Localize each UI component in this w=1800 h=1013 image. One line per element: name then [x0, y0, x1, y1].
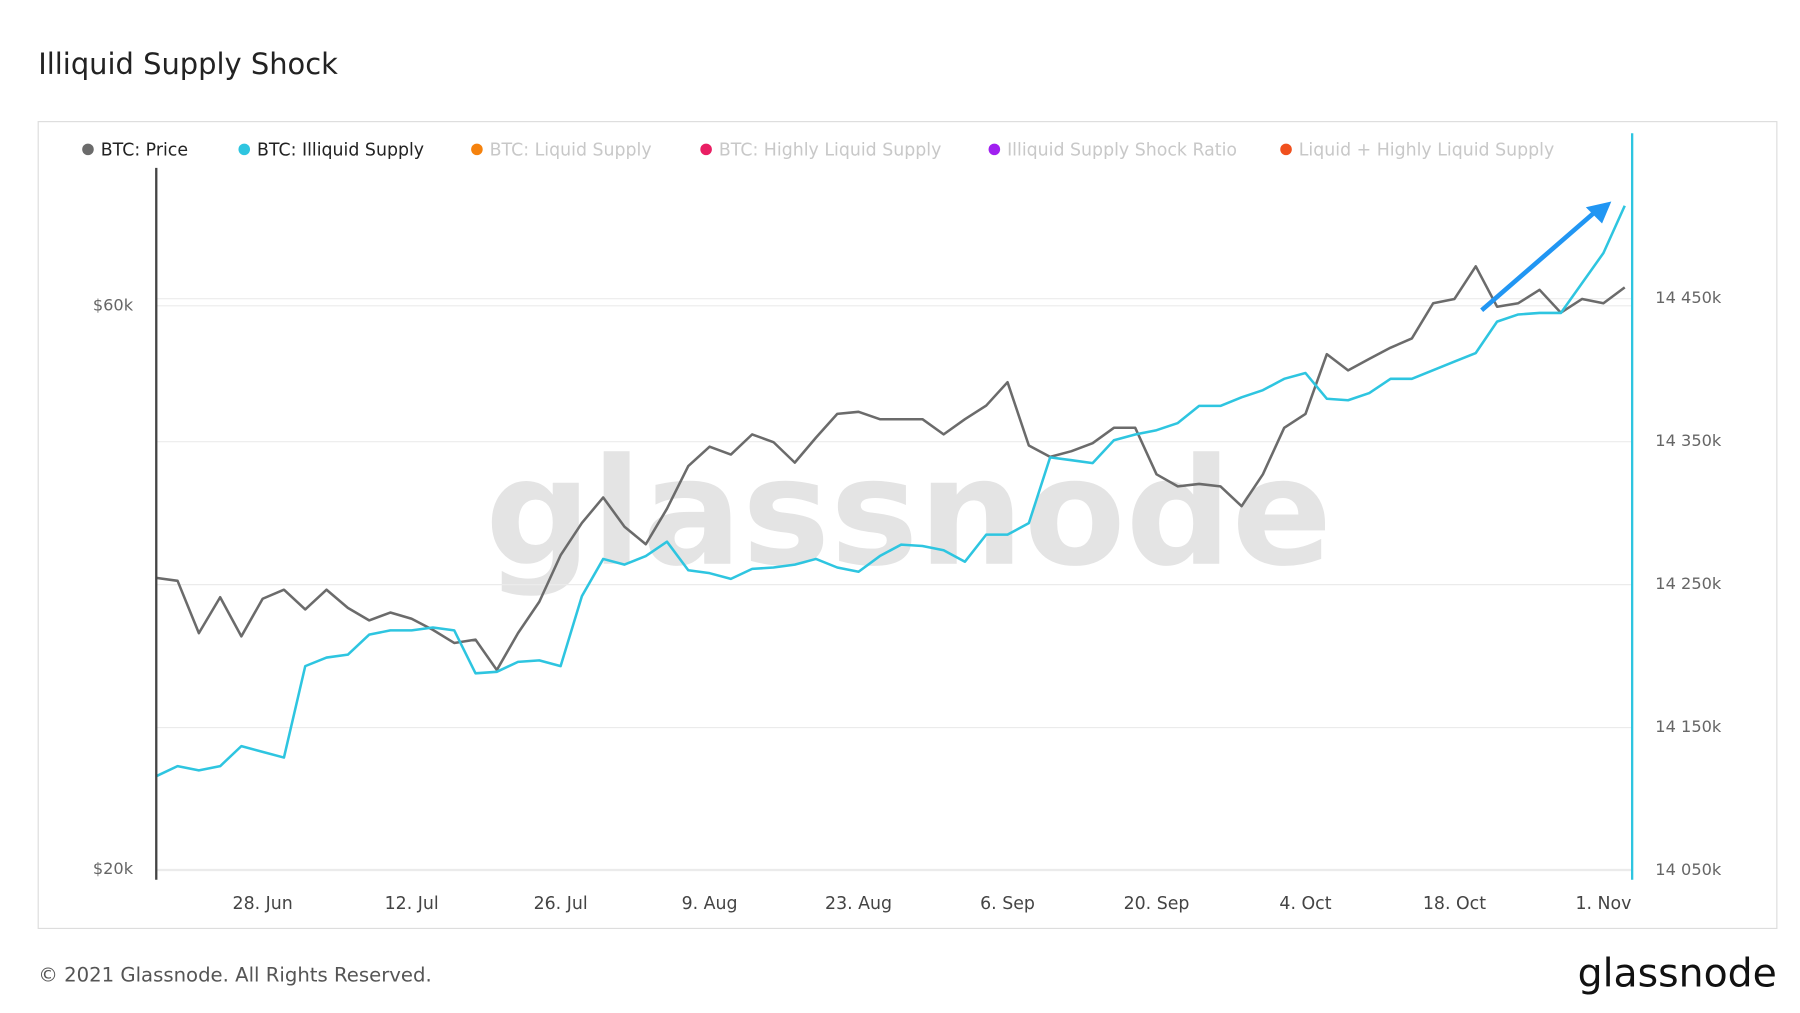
x-tick-label: 23. Aug	[825, 894, 892, 914]
legend-marker	[471, 143, 483, 156]
legend: BTC: Price BTC: Illiquid Supply BTC: Liqui…	[82, 141, 1554, 161]
chart-frame	[37, 121, 1778, 930]
series-line	[156, 265, 1626, 672]
legend-label[interactable]: Illiquid Supply Shock Ratio	[1007, 141, 1237, 161]
y2-tick-label: 14 350k	[1655, 431, 1722, 450]
y-tick-label: $60k	[93, 295, 134, 314]
lines	[155, 205, 1626, 778]
y2-tick-label: 14 250k	[1655, 574, 1722, 593]
chart-title: Illiquid Supply Shock	[38, 47, 338, 81]
x-tick-label: 12. Jul	[385, 894, 439, 914]
legend-marker	[238, 143, 251, 156]
y2-tick-label: 14 450k	[1655, 288, 1722, 307]
y-tick-label: $20k	[93, 859, 134, 878]
x-tick-label: 6. Sep	[980, 894, 1035, 914]
footer: © 2021 Glassnode. All Rights Reserved.	[38, 963, 432, 986]
x-tick-label: 28. Jun	[233, 894, 293, 914]
legend-label[interactable]: BTC: Liquid Supply	[490, 141, 652, 161]
logo: glassnode	[1578, 950, 1777, 996]
x-tick-label: 4. Oct	[1279, 894, 1331, 914]
y2-tick-label: 14 050k	[1655, 860, 1722, 879]
x-tick-label: 9. Aug	[682, 894, 738, 914]
x-tick-label: 18. Oct	[1423, 894, 1486, 914]
arrow-head	[1585, 201, 1612, 224]
legend-marker	[82, 143, 94, 156]
series-line	[155, 205, 1626, 778]
legend-marker	[1280, 143, 1292, 156]
x-tick-label: 20. Sep	[1124, 894, 1190, 914]
legend-marker	[700, 143, 712, 156]
legend-marker	[988, 143, 1001, 156]
arrow-shaft	[1480, 210, 1597, 313]
y2-tick-label: 14 150k	[1655, 717, 1722, 736]
legend-label[interactable]: Liquid + Highly Liquid Supply	[1299, 141, 1554, 161]
annotation-arrow	[1480, 201, 1612, 313]
x-tick-label: 26. Jul	[534, 894, 588, 914]
legend-label[interactable]: BTC: Highly Liquid Supply	[719, 141, 942, 161]
x-tick-label: 1. Nov	[1575, 894, 1631, 914]
legend-label[interactable]: BTC: Illiquid Supply	[257, 141, 424, 161]
legend-label[interactable]: BTC: Price	[101, 141, 188, 161]
grid	[156, 298, 1633, 872]
watermark: glassnode	[485, 426, 1332, 599]
